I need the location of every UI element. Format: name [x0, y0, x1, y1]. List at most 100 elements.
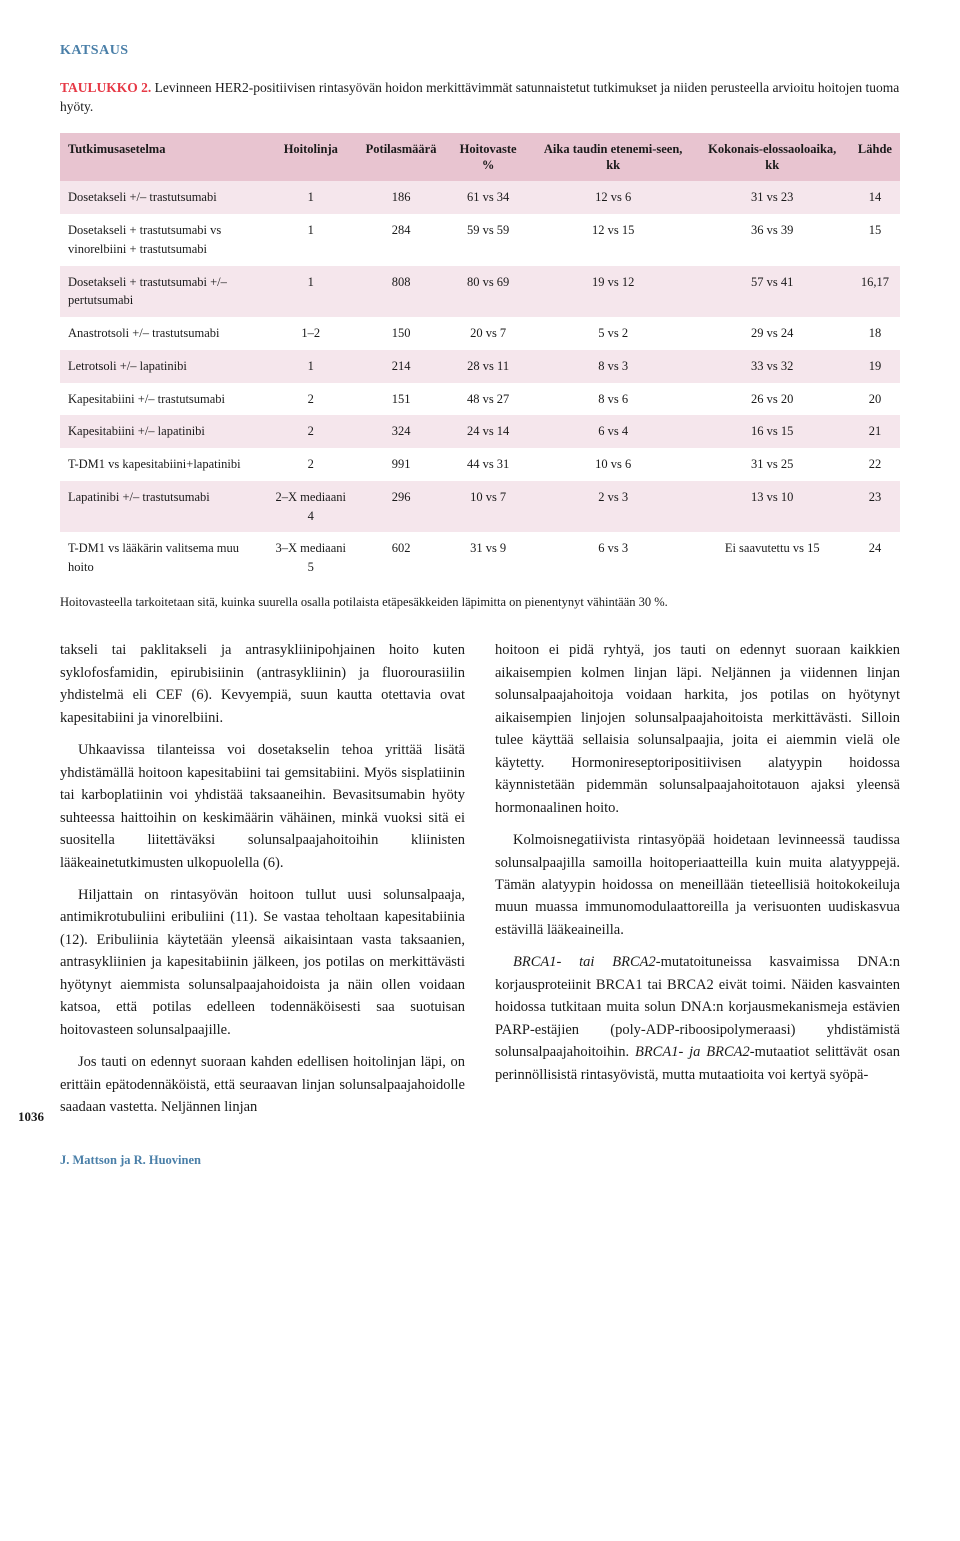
right-column: hoitoon ei pidä ryhtyä, jos tauti on ede… — [495, 639, 900, 1128]
table-cell: 28 vs 11 — [444, 350, 531, 383]
table-title: TAULUKKO 2. Levinneen HER2-positiivisen … — [60, 79, 900, 117]
table-cell: 8 vs 6 — [532, 383, 695, 416]
table-row: Letrotsoli +/– lapatinibi121428 vs 118 v… — [60, 350, 900, 383]
page-number: 1036 — [18, 1107, 44, 1127]
col-header: Hoitovaste % — [444, 133, 531, 182]
table-cell: 36 vs 39 — [695, 214, 850, 266]
table-cell: 5 vs 2 — [532, 317, 695, 350]
table-cell: 284 — [358, 214, 445, 266]
paragraph: takseli tai paklitakseli ja antrasykliin… — [60, 639, 465, 729]
table-cell: 31 vs 9 — [444, 532, 531, 584]
col-header: Potilasmäärä — [358, 133, 445, 182]
table-cell: 80 vs 69 — [444, 266, 531, 318]
table-cell: 6 vs 3 — [532, 532, 695, 584]
table-cell: 19 — [850, 350, 900, 383]
table-cell: 59 vs 59 — [444, 214, 531, 266]
table-cell: 1 — [264, 214, 358, 266]
table-cell: 214 — [358, 350, 445, 383]
table-cell: 13 vs 10 — [695, 481, 850, 533]
table-cell: 12 vs 15 — [532, 214, 695, 266]
table-footnote: Hoitovasteella tarkoitetaan sitä, kuinka… — [60, 594, 900, 612]
table-cell: 10 vs 7 — [444, 481, 531, 533]
paragraph: BRCA1- tai BRCA2-mutatoituneissa kasvaim… — [495, 951, 900, 1086]
table-cell: 57 vs 41 — [695, 266, 850, 318]
table-cell: 19 vs 12 — [532, 266, 695, 318]
table-cell: 2 — [264, 415, 358, 448]
table-cell: Anastrotsoli +/– trastutsumabi — [60, 317, 264, 350]
table-cell: 61 vs 34 — [444, 181, 531, 214]
left-column: takseli tai paklitakseli ja antrasykliin… — [60, 639, 465, 1128]
table-cell: 31 vs 25 — [695, 448, 850, 481]
body-columns: takseli tai paklitakseli ja antrasykliin… — [60, 639, 900, 1128]
col-header: Kokonais-elossaoloaika, kk — [695, 133, 850, 182]
table-cell: 2–X mediaani 4 — [264, 481, 358, 533]
table-cell: 6 vs 4 — [532, 415, 695, 448]
footer-authors: J. Mattson ja R. Huovinen — [60, 1151, 900, 1170]
table-cell: 44 vs 31 — [444, 448, 531, 481]
table-cell: 15 — [850, 214, 900, 266]
table-cell: T-DM1 vs kapesitabiini+lapatinibi — [60, 448, 264, 481]
paragraph: hoitoon ei pidä ryhtyä, jos tauti on ede… — [495, 639, 900, 819]
table-cell: 991 — [358, 448, 445, 481]
col-header: Aika taudin etenemi-seen, kk — [532, 133, 695, 182]
table-cell: 26 vs 20 — [695, 383, 850, 416]
table-cell: 33 vs 32 — [695, 350, 850, 383]
table-cell: Kapesitabiini +/– lapatinibi — [60, 415, 264, 448]
table-cell: 12 vs 6 — [532, 181, 695, 214]
table-row: T-DM1 vs lääkärin valitsema muu hoito3–X… — [60, 532, 900, 584]
table-cell: Dosetakseli + trastutsumabi +/– pertutsu… — [60, 266, 264, 318]
paragraph: Hiljattain on rintasyövän hoitoon tullut… — [60, 884, 465, 1041]
table-cell: Dosetakseli + trastutsumabi vs vinorelbi… — [60, 214, 264, 266]
table-cell: 1 — [264, 181, 358, 214]
col-header: Hoitolinja — [264, 133, 358, 182]
table-cell: 10 vs 6 — [532, 448, 695, 481]
table-row: Dosetakseli + trastutsumabi vs vinorelbi… — [60, 214, 900, 266]
table-cell: 150 — [358, 317, 445, 350]
table-row: Lapatinibi +/– trastutsumabi2–X mediaani… — [60, 481, 900, 533]
table-cell: 22 — [850, 448, 900, 481]
col-header: Tutkimusasetelma — [60, 133, 264, 182]
table-cell: 1 — [264, 266, 358, 318]
table-cell: 29 vs 24 — [695, 317, 850, 350]
table-cell: 24 — [850, 532, 900, 584]
table-cell: 23 — [850, 481, 900, 533]
table-cell: 24 vs 14 — [444, 415, 531, 448]
paragraph: Jos tauti on edennyt suoraan kahden edel… — [60, 1051, 465, 1118]
table-cell: 2 — [264, 448, 358, 481]
table-cell: Ei saavutettu vs 15 — [695, 532, 850, 584]
table-cell: 21 — [850, 415, 900, 448]
table-row: Kapesitabiini +/– trastutsumabi215148 vs… — [60, 383, 900, 416]
table-cell: 31 vs 23 — [695, 181, 850, 214]
table-row: T-DM1 vs kapesitabiini+lapatinibi299144 … — [60, 448, 900, 481]
table-cell: 151 — [358, 383, 445, 416]
table-cell: 324 — [358, 415, 445, 448]
table-row: Kapesitabiini +/– lapatinibi232424 vs 14… — [60, 415, 900, 448]
table-cell: 3–X mediaani 5 — [264, 532, 358, 584]
study-table: Tutkimusasetelma Hoitolinja Potilasmäärä… — [60, 133, 900, 584]
table-cell: 2 — [264, 383, 358, 416]
table-cell: 1 — [264, 350, 358, 383]
table-caption: Levinneen HER2-positiivisen rintasyövän … — [60, 80, 899, 114]
table-cell: 14 — [850, 181, 900, 214]
table-cell: 16 vs 15 — [695, 415, 850, 448]
table-cell: 8 vs 3 — [532, 350, 695, 383]
table-number: TAULUKKO 2. — [60, 80, 151, 95]
table-cell: Letrotsoli +/– lapatinibi — [60, 350, 264, 383]
table-cell: 16,17 — [850, 266, 900, 318]
table-cell: 186 — [358, 181, 445, 214]
table-cell: 20 vs 7 — [444, 317, 531, 350]
table-cell: Lapatinibi +/– trastutsumabi — [60, 481, 264, 533]
table-cell: T-DM1 vs lääkärin valitsema muu hoito — [60, 532, 264, 584]
table-cell: Kapesitabiini +/– trastutsumabi — [60, 383, 264, 416]
col-header: Lähde — [850, 133, 900, 182]
table-row: Dosetakseli + trastutsumabi +/– pertutsu… — [60, 266, 900, 318]
paragraph: Uhkaavissa tilanteissa voi dosetakselin … — [60, 739, 465, 874]
table-cell: 20 — [850, 383, 900, 416]
table-cell: 808 — [358, 266, 445, 318]
paragraph: Kolmoisnegatiivista rintasyöpää hoidetaa… — [495, 829, 900, 941]
table-row: Dosetakseli +/– trastutsumabi118661 vs 3… — [60, 181, 900, 214]
table-cell: 296 — [358, 481, 445, 533]
table-row: Anastrotsoli +/– trastutsumabi1–215020 v… — [60, 317, 900, 350]
table-cell: 2 vs 3 — [532, 481, 695, 533]
section-label: KATSAUS — [60, 40, 900, 61]
